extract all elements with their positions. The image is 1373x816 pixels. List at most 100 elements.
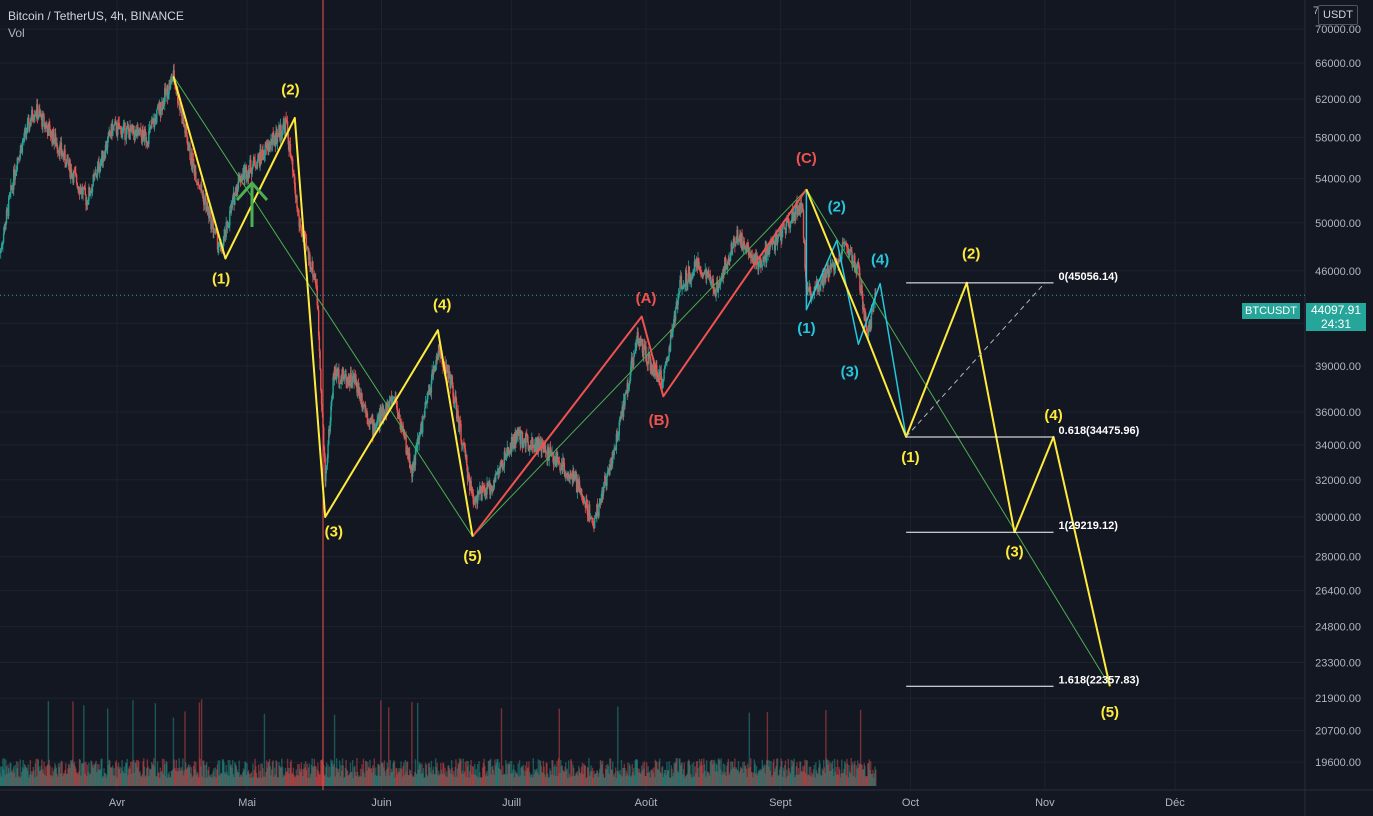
volume-bar: [785, 777, 787, 786]
volume-bar: [224, 774, 227, 786]
volume-bar: [511, 773, 514, 786]
volume-bar: [801, 772, 803, 786]
volume-bar: [239, 776, 241, 786]
volume-bar: [829, 762, 831, 786]
candle-body: [758, 262, 760, 270]
candle-body: [799, 202, 802, 211]
volume-bar: [566, 768, 568, 786]
candle-body: [140, 129, 142, 136]
candle-body: [297, 208, 299, 211]
candle-body: [648, 353, 650, 358]
wave-path-yellow: [172, 76, 474, 537]
candle-body: [669, 347, 671, 352]
candle-body: [591, 517, 594, 521]
volume-bar: [338, 768, 340, 786]
volume-bar: [263, 776, 265, 786]
candle-body: [385, 403, 387, 416]
volume-bar: [127, 775, 129, 786]
volume-bar: [559, 772, 561, 786]
volume-bar: [122, 772, 125, 786]
volume-bar: [729, 772, 731, 786]
volume-bar: [603, 777, 605, 786]
volume-bar: [553, 766, 555, 786]
volume-bar: [73, 763, 75, 786]
candle-body: [246, 177, 248, 180]
volume-bar: [323, 765, 325, 786]
currency-button[interactable]: USDT: [1318, 5, 1358, 25]
candle-body: [380, 412, 383, 420]
volume-bar: [601, 760, 604, 786]
candle-body: [712, 279, 714, 290]
volume-bar: [658, 761, 660, 786]
volume-bar: [457, 763, 459, 786]
candle-body: [760, 266, 763, 268]
candle-body: [247, 170, 250, 178]
candle-body: [747, 246, 750, 256]
volume-bar: [228, 776, 230, 786]
volume-bars: [0, 699, 877, 786]
candle-body: [90, 190, 92, 195]
candle-body: [52, 129, 55, 145]
volume-bar: [64, 770, 66, 786]
volume-bar: [513, 764, 515, 786]
candle-body: [646, 361, 648, 364]
candle-body: [514, 433, 516, 448]
candle-body: [146, 142, 149, 144]
volume-bar: [514, 770, 516, 786]
volume-bar: [230, 764, 232, 786]
candle-body: [754, 253, 756, 256]
volume-bar: [476, 776, 478, 786]
candle-body: [670, 330, 672, 335]
volume-bar: [197, 773, 199, 786]
volume-bar: [398, 768, 400, 786]
volume-bar: [247, 770, 250, 786]
candle-body: [273, 134, 275, 145]
volume-bar: [376, 775, 378, 786]
volume-bar: [107, 764, 110, 786]
volume-bar: [690, 777, 693, 786]
volume-bar: [540, 766, 542, 786]
volume-bar: [32, 766, 34, 786]
candle-body: [265, 144, 267, 146]
volume-bar: [478, 761, 480, 786]
volume-bar: [302, 776, 304, 786]
wave-label: (A): [636, 290, 657, 307]
candle-body: [705, 269, 707, 280]
volume-bar: [730, 769, 732, 786]
volume-bar: [148, 768, 151, 786]
volume-bar: [634, 760, 636, 786]
volume-bar: [581, 762, 584, 786]
volume-bar: [391, 771, 394, 786]
candle-body: [870, 320, 872, 328]
volume-bar: [57, 763, 60, 786]
candle-body: [28, 122, 31, 131]
candle-body: [713, 289, 715, 294]
candle-body: [192, 159, 195, 165]
candle-body: [781, 224, 784, 238]
volume-bar: [151, 763, 154, 786]
candle-body: [865, 322, 868, 331]
candle-body: [310, 269, 313, 271]
candle-body: [567, 472, 569, 479]
volume-bar: [248, 773, 250, 786]
volume-bar: [67, 763, 70, 786]
volume-bar: [323, 775, 326, 786]
candle-body: [726, 261, 729, 269]
candle-body: [692, 275, 694, 277]
candle-body: [853, 255, 855, 263]
candle-body: [620, 416, 622, 419]
volume-bar: [416, 702, 419, 786]
volume-bar: [517, 763, 519, 786]
volume-bar: [453, 771, 455, 786]
candle-body: [234, 194, 236, 206]
volume-bar: [240, 774, 243, 786]
volume-bar: [490, 774, 493, 786]
volume-bar: [729, 761, 732, 786]
candle-body: [317, 310, 320, 337]
candle-body: [869, 320, 871, 332]
volume-bar: [806, 760, 808, 786]
volume-bar: [244, 761, 247, 786]
candle-body: [289, 143, 291, 152]
candle-body: [346, 377, 349, 384]
